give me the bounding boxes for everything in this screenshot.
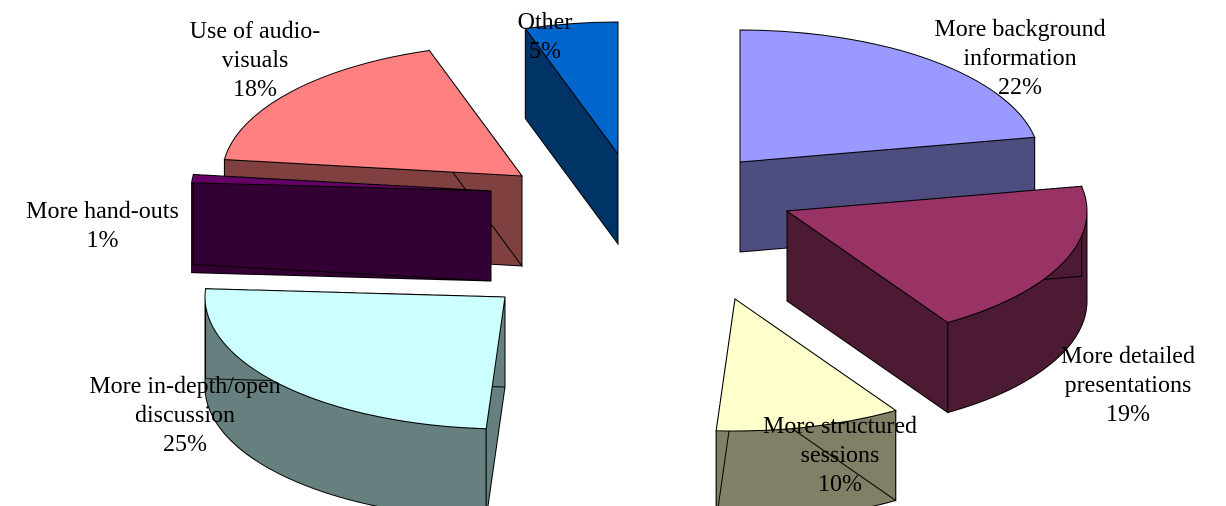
slice-label-detailed-presentations: More detailed presentations 19% xyxy=(1061,343,1195,427)
slice-label-background-information: More background information 22% xyxy=(934,16,1106,100)
pie-slice-in-depth-discussion xyxy=(204,288,506,506)
slice-face-end-hand-outs xyxy=(192,173,492,282)
slice-top-structured-sessions xyxy=(715,298,897,432)
slice-label-audio-visuals: Use of audio- visuals 18% xyxy=(189,18,321,102)
slice-label-in-depth-discussion: More in-depth/open discussion 25% xyxy=(89,373,281,457)
pie-slice-detailed-presentations xyxy=(785,185,1088,414)
slice-top-other xyxy=(524,21,619,156)
slice-label-other: Other 5% xyxy=(517,9,573,64)
slice-top-audio-visuals xyxy=(223,49,524,177)
pie-slice-other xyxy=(524,21,619,246)
slice-top-hand-outs xyxy=(191,173,492,192)
slice-top-detailed-presentations xyxy=(785,185,1088,324)
slice-label-hand-outs: More hand-outs 1% xyxy=(26,198,179,253)
pie-slice-hand-outs xyxy=(191,173,492,282)
slice-label-structured-sessions: More structured sessions 10% xyxy=(763,413,917,497)
pie-slice-structured-sessions xyxy=(715,298,897,506)
slice-top-background-information xyxy=(739,29,1036,163)
slice-top-in-depth-discussion xyxy=(204,288,506,430)
